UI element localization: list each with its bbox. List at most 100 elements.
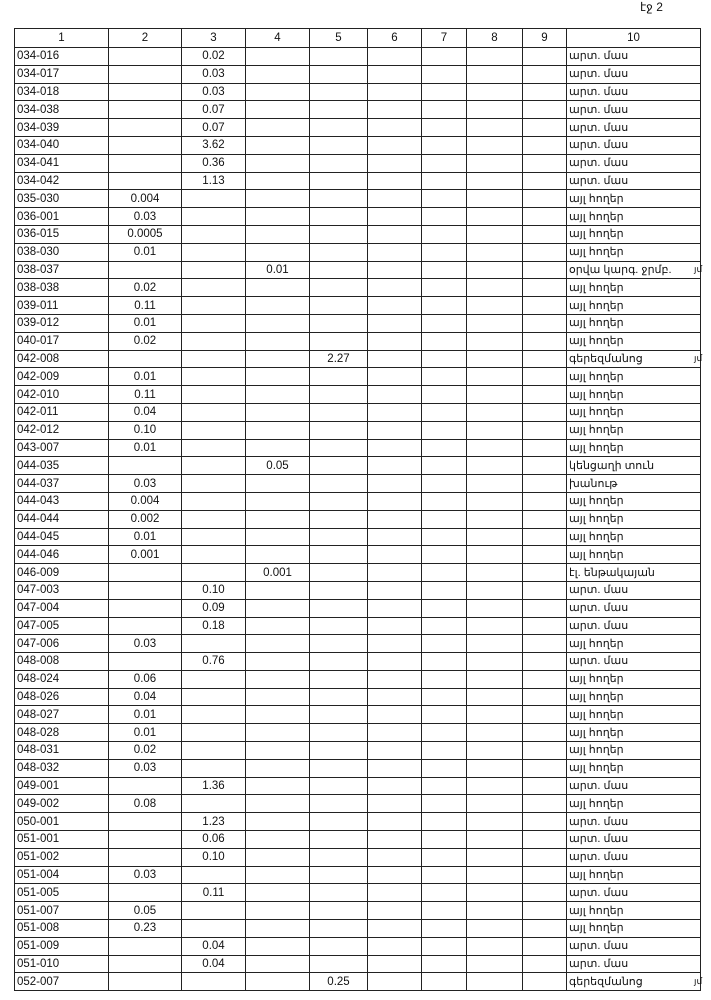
value-cell: [421, 723, 467, 743]
value-cell: [421, 830, 467, 849]
land-use-cell: արտ. մաս: [566, 830, 701, 849]
value-cell: [367, 402, 422, 422]
land-use-cell: արտ. մաս: [566, 47, 701, 66]
value-cell: [245, 669, 310, 689]
value-cell: [466, 474, 523, 493]
value-cell: [522, 260, 567, 280]
value-cell: [522, 936, 567, 956]
value-cell: [367, 883, 422, 903]
parcel-id-cell: 047-006: [14, 634, 109, 654]
land-use-cell: արտ. մաս: [566, 652, 701, 671]
land-use-cell: այլ հողեր: [566, 367, 701, 387]
table-row: 051-001 0.06 արտ. մաս: [14, 830, 701, 849]
value-cell: [108, 153, 182, 173]
value-cell: 0.01: [108, 242, 182, 262]
value-cell: [309, 954, 368, 974]
value-cell: [466, 563, 523, 582]
value-cell: [367, 438, 422, 458]
land-use-cell: արտ. մաս: [566, 135, 701, 155]
value-cell: 0.25: [309, 972, 368, 992]
land-use-cell: այլ հողեր: [566, 224, 701, 244]
value-cell: [181, 741, 246, 760]
value-cell: [181, 758, 246, 778]
value-cell: [367, 776, 422, 796]
value-cell: 3.62: [181, 135, 246, 155]
land-use-cell: արտ. մաս: [566, 82, 701, 102]
value-cell: [466, 118, 523, 137]
value-cell: [367, 331, 422, 351]
value-cell: [367, 278, 422, 298]
value-cell: [367, 580, 422, 600]
value-cell: [421, 207, 467, 226]
land-use-cell: այլ հողեր: [566, 527, 701, 547]
parcel-id-cell: 038-038: [14, 278, 109, 298]
value-cell: [309, 385, 368, 404]
value-cell: [309, 296, 368, 315]
value-cell: [421, 474, 467, 493]
value-cell: [245, 135, 310, 155]
value-cell: [309, 64, 368, 84]
value-cell: [245, 865, 310, 885]
value-cell: [421, 598, 467, 618]
value-cell: [367, 171, 422, 191]
value-cell: [421, 563, 467, 582]
table-row: 042-008 2.27 գերեզմանոց: [14, 349, 701, 369]
value-cell: [108, 563, 182, 582]
value-cell: [466, 580, 523, 600]
land-use-cell: արտ. մաս: [566, 847, 701, 867]
value-cell: [522, 118, 567, 137]
table-row: 035-030 0.004 այլ հողեր: [14, 189, 701, 209]
value-cell: [245, 189, 310, 209]
value-cell: [245, 812, 310, 832]
value-cell: [421, 242, 467, 262]
table-row: 044-045 0.01 այլ հողեր: [14, 527, 701, 547]
value-cell: [309, 313, 368, 333]
value-cell: [108, 652, 182, 671]
parcel-id-cell: 034-042: [14, 171, 109, 191]
table-row: 048-032 0.03 այլ հողեր: [14, 758, 701, 778]
value-cell: [245, 491, 310, 511]
land-use-cell: այլ հողեր: [566, 687, 701, 707]
value-cell: [466, 527, 523, 547]
land-use-cell: այլ հողեր: [566, 919, 701, 938]
table-row: 039-012 0.01 այլ հողեր: [14, 313, 701, 333]
value-cell: 0.06: [108, 669, 182, 689]
value-cell: [421, 527, 467, 547]
value-cell: [421, 367, 467, 387]
value-cell: [309, 224, 368, 244]
value-cell: [108, 776, 182, 796]
value-cell: [466, 491, 523, 511]
parcel-id-cell: 042-008: [14, 349, 109, 369]
land-use-cell: այլ հողեր: [566, 313, 701, 333]
value-cell: [181, 563, 246, 582]
value-cell: [108, 82, 182, 102]
value-cell: [522, 100, 567, 120]
value-cell: [522, 313, 567, 333]
value-cell: 0.01: [108, 367, 182, 387]
value-cell: [245, 153, 310, 173]
land-use-cell: այլ հողեր: [566, 545, 701, 565]
value-cell: 0.11: [181, 883, 246, 903]
value-cell: [522, 474, 567, 493]
value-cell: [245, 331, 310, 351]
value-cell: [245, 776, 310, 796]
parcel-id-cell: 034-016: [14, 47, 109, 66]
value-cell: [245, 830, 310, 849]
value-cell: [466, 47, 523, 66]
value-cell: [367, 64, 422, 84]
table-row: 038-037 0.01 օրվա կարգ. ջրմբ.: [14, 260, 701, 280]
value-cell: [108, 260, 182, 280]
value-cell: [421, 580, 467, 600]
value-cell: 0.03: [108, 207, 182, 226]
value-cell: [245, 741, 310, 760]
value-cell: [245, 207, 310, 226]
table-row: 047-005 0.18 արտ. մաս: [14, 616, 701, 636]
table-row: 044-043 0.004 այլ հողեր: [14, 491, 701, 511]
value-cell: [367, 385, 422, 404]
value-cell: [466, 687, 523, 707]
table-row: 051-008 0.23 այլ հողեր: [14, 919, 701, 938]
land-use-cell: այլ հողեր: [566, 758, 701, 778]
value-cell: 0.03: [108, 865, 182, 885]
table-row: 044-044 0.002 այլ հողեր: [14, 509, 701, 529]
value-cell: [309, 794, 368, 814]
